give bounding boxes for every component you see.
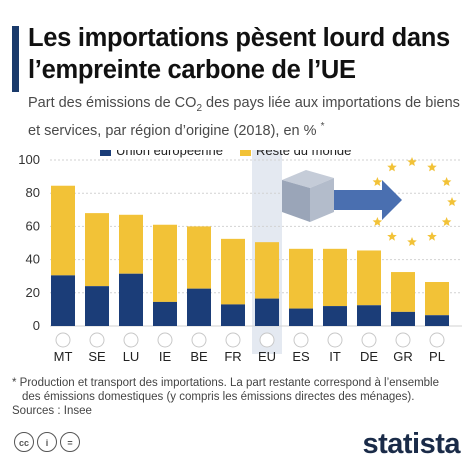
licence-icons: cc i =	[14, 432, 80, 452]
box-side-icon	[282, 180, 310, 222]
chart-subtitle: Part des émissions de CO2 des pays liée …	[28, 94, 468, 140]
footnote: * Production et transport des importatio…	[12, 376, 467, 404]
bar-rest-of-world	[51, 185, 75, 276]
y-tick-label: 80	[26, 185, 40, 200]
footnote-line-1: * Production et transport des importatio…	[12, 377, 440, 389]
title-accent-bar	[12, 26, 19, 92]
bar-eu	[187, 288, 211, 326]
eu-star-icon	[427, 162, 437, 172]
bar-rest-of-world	[357, 250, 381, 306]
box-icon	[282, 170, 334, 188]
eu-star-icon	[372, 177, 383, 186]
eu-star-icon	[372, 217, 383, 226]
flag-it-icon	[327, 332, 343, 348]
x-tick-label: LU	[123, 349, 140, 364]
bar-eu	[119, 273, 143, 326]
x-tick-label: BE	[190, 349, 208, 364]
flag-se-icon	[89, 332, 105, 348]
y-tick-label: 100	[18, 152, 40, 167]
x-tick-label: EU	[258, 349, 276, 364]
bar-rest-of-world	[85, 213, 109, 287]
bar-eu	[153, 301, 177, 326]
footnote-line-2: des émissions domestiques (y compris les…	[22, 391, 415, 403]
eu-star-icon	[427, 231, 437, 241]
x-tick-label: SE	[88, 349, 106, 364]
x-tick-label: ES	[292, 349, 310, 364]
legend-swatch	[240, 150, 251, 156]
bar-rest-of-world	[255, 242, 279, 299]
arrow-icon	[330, 180, 402, 220]
flag-mt-icon	[55, 332, 71, 348]
flag-fr-icon	[225, 332, 241, 348]
eu-star-icon	[407, 157, 417, 166]
x-tick-label: DE	[360, 349, 378, 364]
bar-rest-of-world	[119, 214, 143, 274]
bar-eu	[221, 304, 245, 326]
subtitle-part-a: Part des émissions de CO	[28, 95, 197, 111]
x-tick-label: IT	[329, 349, 341, 364]
bar-eu	[425, 315, 449, 326]
bar-rest-of-world	[289, 248, 313, 309]
bar-rest-of-world	[425, 282, 449, 316]
x-tick-label: FR	[224, 349, 241, 364]
x-tick-label: PL	[429, 349, 445, 364]
bar-eu	[289, 308, 313, 326]
y-tick-label: 40	[26, 252, 40, 267]
bar-rest-of-world	[323, 248, 347, 307]
source-note: Sources : Insee	[12, 405, 92, 417]
bar-rest-of-world	[187, 226, 211, 289]
statista-logo: statista	[362, 428, 460, 460]
legend-label: Reste du monde	[256, 150, 351, 158]
eu-star-icon	[441, 177, 452, 186]
bar-eu	[357, 305, 381, 326]
eu-star-icon	[387, 162, 397, 172]
flag-pl-icon	[429, 332, 445, 348]
by-icon: i	[37, 432, 57, 452]
subtitle-footnote-mark: *	[320, 120, 325, 132]
legend-swatch	[100, 150, 111, 156]
subtitle-part-b: des pays liée aux importations de biens …	[28, 95, 460, 139]
x-tick-label: IE	[159, 349, 172, 364]
flag-be-icon	[191, 332, 207, 348]
flag-ie-icon	[157, 332, 173, 348]
equals-icon: =	[60, 432, 80, 452]
eu-star-icon	[387, 231, 397, 241]
y-tick-label: 20	[26, 285, 40, 300]
bar-eu	[323, 306, 347, 326]
stacked-bar-chart: 0 20 40 60 80 100 Union européenne Reste du mon…	[18, 150, 462, 364]
flag-lu-icon	[123, 332, 139, 348]
bar-eu	[391, 311, 415, 326]
bar-rest-of-world	[391, 272, 415, 312]
x-tick-label: MT	[54, 349, 73, 364]
legend-label: Union européenne	[116, 150, 223, 158]
chart-title: Les importations pèsent lourd dans l’emp…	[28, 24, 450, 84]
flag-de-icon	[361, 332, 377, 348]
import-arrow-illustration	[282, 157, 457, 246]
eu-star-icon	[407, 237, 417, 246]
y-tick-label: 0	[33, 318, 40, 333]
subtitle-subscript: 2	[196, 102, 202, 114]
flag-es-icon	[293, 332, 309, 348]
cc-icon: cc	[14, 432, 34, 452]
y-tick-label: 60	[26, 218, 40, 233]
eu-star-icon	[447, 197, 457, 206]
bar-eu	[85, 286, 109, 326]
x-tick-label: GR	[393, 349, 413, 364]
box-front-icon	[310, 178, 334, 222]
eu-star-icon	[441, 217, 452, 226]
flag-eu-icon	[259, 332, 275, 348]
bar-eu	[51, 275, 75, 326]
bar-rest-of-world	[221, 238, 245, 305]
bar-rest-of-world	[153, 224, 177, 302]
bar-eu	[255, 298, 279, 326]
flag-gr-icon	[395, 332, 411, 348]
